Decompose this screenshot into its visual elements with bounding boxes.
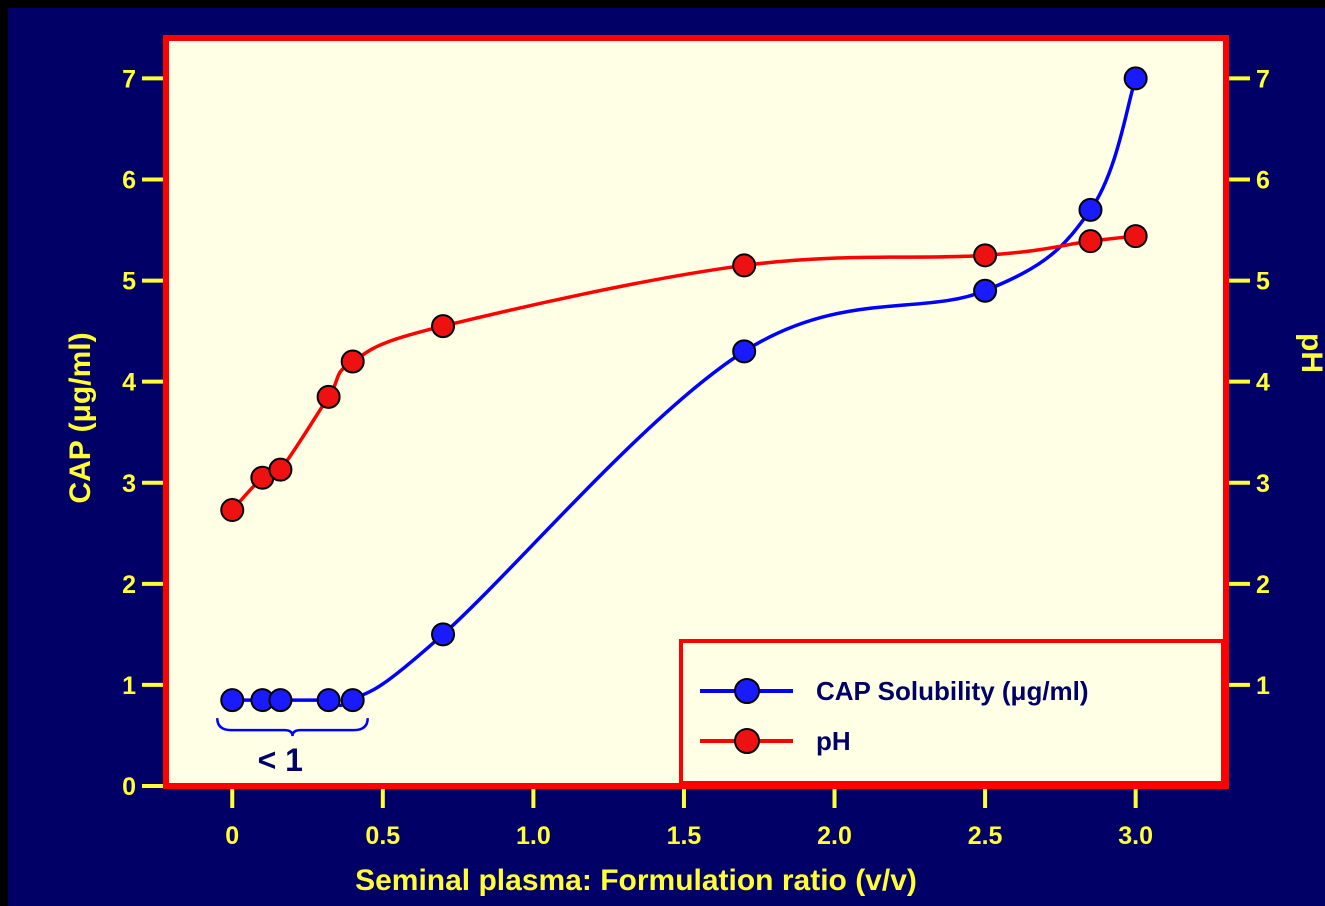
x-axis-title: Seminal plasma: Formulation ratio (v/v) xyxy=(355,864,917,897)
data-point-0 xyxy=(316,688,341,713)
data-point-0 xyxy=(431,622,456,647)
data-point-1 xyxy=(220,498,245,523)
legend-label-cap: CAP Solubility (μg/ml) xyxy=(816,676,1089,706)
x-tick-label: 2.0 xyxy=(817,822,852,850)
y-tick-label-left: 7 xyxy=(122,65,136,93)
data-point-0 xyxy=(1078,197,1103,222)
y-axis-title-right: pH xyxy=(1295,333,1325,373)
chart-figure: 0 0.5 1.0 1.5 2.0 2.5 3.0 0 1 2 3 4 5 6 7 1 2 3 4 5 6 7 < 1 C… xyxy=(64,35,1325,897)
data-point-0 xyxy=(340,688,365,713)
data-point-1 xyxy=(316,384,341,409)
x-tick-label: 0.5 xyxy=(365,822,400,850)
x-tick-label: 1.0 xyxy=(516,822,551,850)
data-point-1 xyxy=(340,349,365,374)
data-point-0 xyxy=(732,339,757,364)
y-tick-label-right: 7 xyxy=(1256,65,1270,93)
y-tick-label-right: 1 xyxy=(1256,672,1270,700)
legend-marker-ph xyxy=(734,728,760,754)
y-tick-label-left: 0 xyxy=(122,773,136,801)
tick-labels: 0 0.5 1.0 1.5 2.0 2.5 3.0 0 1 2 3 4 5 6 7 1 2 3 4 5 6 7 xyxy=(122,65,1270,850)
x-tick-label: 2.5 xyxy=(968,822,1003,850)
legend-label-ph: pH xyxy=(816,726,851,756)
legend-box xyxy=(679,639,1225,785)
y-tick-label-left: 5 xyxy=(122,268,136,296)
y-tick-label-right: 3 xyxy=(1256,470,1270,498)
x-tick-label: 3.0 xyxy=(1118,822,1153,850)
data-point-1 xyxy=(1123,224,1148,249)
range-annotation: < 1 xyxy=(216,718,369,778)
data-point-1 xyxy=(732,253,757,278)
y-tick-label-right: 4 xyxy=(1256,369,1270,397)
data-point-1 xyxy=(431,314,456,339)
data-point-1 xyxy=(268,457,293,482)
y-tick-label-left: 2 xyxy=(122,571,136,599)
axis-ticks xyxy=(142,76,1250,808)
data-point-1 xyxy=(973,243,998,268)
y-tick-label-right: 6 xyxy=(1256,167,1270,195)
x-tick-label: 0 xyxy=(225,822,239,850)
y-tick-label-right: 5 xyxy=(1256,268,1270,296)
data-point-1 xyxy=(1078,229,1103,254)
x-tick-label: 1.5 xyxy=(667,822,702,850)
data-point-0 xyxy=(220,688,245,713)
y-tick-label-left: 4 xyxy=(122,369,136,397)
data-point-0 xyxy=(973,278,998,303)
legend: CAP Solubility (μg/ml) pH xyxy=(679,639,1225,785)
range-bracket xyxy=(216,718,369,737)
y-tick-label-left: 3 xyxy=(122,470,136,498)
chart-slide: 0 0.5 1.0 1.5 2.0 2.5 3.0 0 1 2 3 4 5 6 7 1 2 3 4 5 6 7 < 1 C… xyxy=(8,8,1325,906)
legend-marker-cap xyxy=(734,678,760,704)
series-markers xyxy=(220,66,1148,713)
data-point-0 xyxy=(268,688,293,713)
y-tick-label-left: 1 xyxy=(122,672,136,700)
y-tick-label-right: 2 xyxy=(1256,571,1270,599)
y-axis-title-left: CAP (μg/ml) xyxy=(64,332,97,503)
range-label: < 1 xyxy=(258,742,303,778)
y-tick-label-left: 6 xyxy=(122,167,136,195)
data-point-0 xyxy=(1123,66,1148,91)
